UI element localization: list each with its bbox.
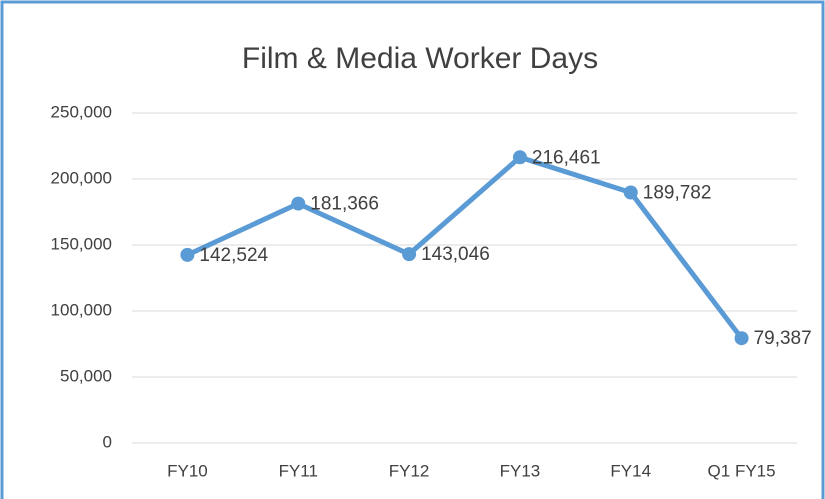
data-label: 181,366 (310, 194, 379, 215)
x-tick-label: FY11 (279, 461, 318, 480)
y-tick-label: 50,000 (60, 366, 112, 385)
y-tick-label: 0 (103, 432, 112, 451)
y-tick-label: 200,000 (51, 168, 112, 187)
data-point (180, 247, 195, 262)
chart-title: Film & Media Worker Days (242, 42, 598, 75)
y-tick-label: 250,000 (51, 102, 112, 121)
x-tick-label: FY13 (500, 461, 541, 480)
x-tick-label: FY14 (610, 461, 651, 480)
data-label: 216,461 (532, 147, 601, 168)
y-tick-label: 100,000 (51, 300, 112, 319)
x-tick-label: Q1 FY15 (708, 461, 776, 480)
data-label: 189,782 (643, 183, 712, 204)
x-tick-label: FY12 (389, 461, 430, 480)
data-point (623, 185, 638, 200)
data-label: 142,524 (199, 245, 268, 266)
y-tick-label: 150,000 (51, 234, 112, 253)
data-point (512, 150, 527, 165)
data-point (402, 247, 417, 262)
data-point (291, 196, 306, 211)
data-line (186, 154, 744, 340)
data-point (734, 331, 749, 346)
data-label: 79,387 (754, 328, 812, 349)
data-label: 143,046 (421, 244, 490, 265)
x-tick-label: FY10 (167, 461, 208, 480)
